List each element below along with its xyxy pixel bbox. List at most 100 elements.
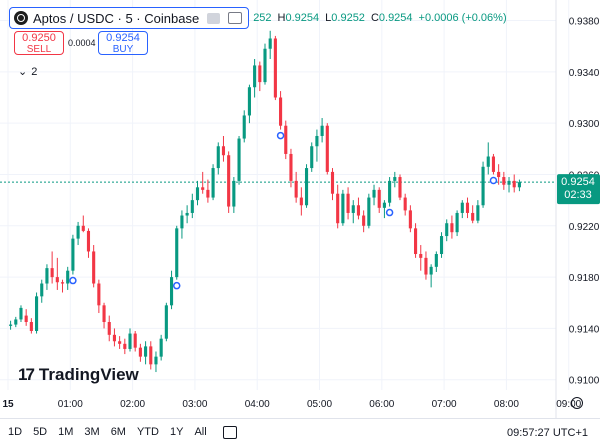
range-1y[interactable]: 1Y — [169, 426, 184, 438]
candle-up — [310, 142, 314, 172]
candle-down — [29, 318, 33, 334]
candle-up — [393, 171, 397, 188]
bottom-toolbar: 1D 5D 1M 3M 6M YTD 1Y All 09:57:27 UTC+1 — [0, 418, 600, 446]
tradingview-logo[interactable]: 17 TradingView — [18, 365, 139, 385]
x-axis[interactable]: 15 01:00 02:00 03:00 04:00 05:00 06:00 07:00 08:… — [2, 399, 600, 410]
tv-mark-icon: 17 — [18, 365, 35, 384]
candle-body — [341, 193, 345, 224]
candle-up — [185, 205, 189, 224]
candle-body — [362, 215, 366, 226]
candle-down — [497, 164, 501, 185]
buy-button[interactable]: 0.9254 BUY — [98, 31, 148, 55]
candle-body — [14, 319, 18, 325]
candle-body — [211, 168, 215, 198]
indicators-toggle[interactable]: ⌄ 2 — [18, 65, 38, 79]
candle-body — [169, 277, 174, 306]
indicators-count: 2 — [31, 65, 38, 78]
candle-body — [133, 333, 137, 348]
clock-timezone[interactable]: 09:57:27 UTC+1 — [506, 427, 588, 439]
range-ytd[interactable]: YTD — [136, 426, 159, 438]
range-1d[interactable]: 1D — [8, 426, 23, 438]
candle-body — [206, 189, 210, 198]
candle-body — [112, 334, 116, 342]
candle-body — [273, 38, 277, 98]
candle-up — [242, 110, 246, 143]
candle-up — [320, 118, 324, 143]
candle-up — [382, 200, 386, 219]
candle-body — [434, 254, 438, 267]
candle-down — [398, 174, 402, 201]
y-tick-label: 0.9220 — [569, 222, 600, 233]
range-5d[interactable]: 5D — [33, 426, 48, 438]
candle-body — [81, 225, 85, 231]
candle-up — [460, 200, 464, 219]
candle-body — [24, 315, 28, 323]
candle-body — [304, 168, 309, 206]
candle-down — [60, 279, 65, 293]
candle-down — [201, 171, 205, 194]
eye-icon[interactable] — [207, 12, 221, 24]
candle-down — [424, 251, 428, 280]
candle-body — [247, 87, 251, 116]
candle-body — [50, 268, 54, 278]
range-all[interactable]: All — [194, 426, 207, 438]
chevron-down-icon: ⌄ — [18, 66, 28, 78]
candle-up — [14, 316, 18, 328]
candle-body — [102, 305, 106, 323]
range-1m[interactable]: 1M — [58, 426, 74, 438]
candle-body — [351, 205, 355, 213]
candle-down — [377, 187, 381, 213]
candle-body — [284, 125, 288, 154]
candle-up — [19, 305, 23, 323]
toolbar-divider — [0, 418, 600, 419]
candle-up — [517, 179, 521, 192]
candle-body — [123, 343, 127, 349]
symbol-pill[interactable]: Aptos / USDC · 5 · Coinbase — [9, 7, 250, 29]
candle-up — [481, 161, 485, 208]
candle-body — [227, 155, 231, 207]
candle-up — [180, 210, 184, 239]
candle-body — [268, 38, 272, 49]
range-3m[interactable]: 3M — [84, 426, 100, 438]
candle-down — [502, 171, 506, 190]
candle-up — [76, 221, 80, 246]
candle-body — [9, 324, 13, 326]
candle-body — [149, 346, 153, 365]
calendar-icon[interactable] — [222, 425, 237, 439]
candle-up — [164, 302, 168, 342]
candle-up — [216, 142, 220, 175]
y-tick-label: 0.9140 — [569, 324, 600, 335]
candle-body — [465, 202, 470, 213]
candle-body — [491, 156, 496, 172]
candle-body — [445, 223, 449, 237]
gear-icon[interactable] — [571, 397, 583, 409]
candle-body — [481, 166, 485, 206]
candle-body — [185, 212, 189, 216]
candle-body — [242, 115, 246, 139]
candle-up — [232, 177, 236, 213]
candle-up — [304, 164, 309, 208]
candle-body — [424, 257, 428, 275]
candle-down — [471, 205, 475, 224]
sell-button[interactable]: 0.9250 SELL — [14, 31, 64, 55]
candle-up — [247, 84, 251, 124]
candle-body — [19, 307, 23, 320]
range-6m[interactable]: 6M — [110, 426, 126, 438]
candle-body — [180, 215, 184, 229]
x-tick-label: 02:00 — [120, 399, 145, 410]
candle-down — [112, 328, 116, 347]
spread-value: 0.0004 — [68, 38, 96, 48]
expand-icon[interactable] — [228, 12, 243, 24]
candle-body — [118, 341, 122, 344]
ohlc-close-label: C — [370, 12, 379, 24]
candle-body — [138, 347, 142, 357]
candle-body — [216, 146, 220, 169]
candle-body — [486, 156, 490, 167]
candle-down — [118, 336, 122, 349]
candle-down — [55, 257, 59, 290]
candle-body — [175, 228, 179, 278]
candle-body — [408, 210, 412, 229]
range-buttons: 1D 5D 1M 3M 6M YTD 1Y All — [8, 426, 207, 438]
candle-body — [164, 305, 168, 339]
